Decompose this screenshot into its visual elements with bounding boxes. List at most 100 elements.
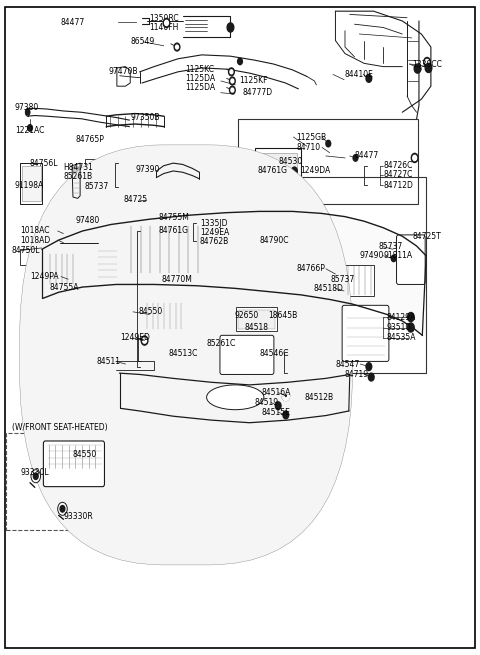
Circle shape (26, 109, 30, 115)
FancyBboxPatch shape (141, 300, 184, 333)
Circle shape (60, 506, 65, 512)
Text: 1249ED: 1249ED (120, 333, 150, 343)
Bar (259, 153, 297, 179)
Text: 97350B: 97350B (130, 113, 160, 122)
Text: 91198A: 91198A (15, 181, 44, 190)
Circle shape (408, 312, 414, 322)
FancyBboxPatch shape (65, 265, 103, 299)
Circle shape (163, 18, 170, 28)
Circle shape (176, 45, 179, 49)
Circle shape (411, 153, 418, 162)
Text: 93330R: 93330R (63, 512, 93, 521)
Text: 84530: 84530 (278, 157, 302, 166)
Bar (73, 167, 79, 196)
Bar (159, 178, 426, 373)
Text: 84755M: 84755M (159, 214, 190, 223)
Text: 97490: 97490 (360, 252, 384, 260)
Text: 84766P: 84766P (296, 265, 325, 273)
Text: 84770M: 84770M (161, 274, 192, 284)
Text: 1249DA: 1249DA (300, 166, 330, 176)
FancyBboxPatch shape (342, 305, 389, 362)
Circle shape (366, 363, 372, 371)
Circle shape (326, 140, 331, 147)
Circle shape (61, 240, 65, 246)
Text: 1350RC: 1350RC (149, 14, 179, 23)
Bar (236, 307, 277, 331)
Circle shape (368, 373, 374, 381)
Circle shape (60, 238, 67, 248)
FancyBboxPatch shape (43, 441, 105, 487)
Text: 84761G: 84761G (257, 166, 287, 176)
Text: 84550: 84550 (139, 307, 163, 316)
Text: 84129A: 84129A (386, 312, 415, 322)
Text: 84727C: 84727C (383, 170, 412, 179)
Text: 1018AD: 1018AD (21, 236, 51, 244)
Text: 84790C: 84790C (259, 236, 288, 244)
Text: 92650: 92650 (234, 311, 259, 320)
Text: 1125DA: 1125DA (185, 74, 215, 83)
Text: 85737: 85737 (85, 182, 109, 191)
Circle shape (34, 473, 38, 479)
Circle shape (228, 68, 234, 76)
Circle shape (414, 64, 421, 73)
Ellipse shape (206, 385, 264, 409)
Circle shape (60, 229, 67, 238)
Circle shape (391, 255, 396, 261)
Circle shape (333, 271, 338, 277)
Text: 97470B: 97470B (109, 67, 138, 76)
Text: 1018AC: 1018AC (21, 227, 50, 235)
Text: 1335JD: 1335JD (200, 219, 228, 228)
Bar (23, 166, 40, 201)
Text: 84515E: 84515E (262, 408, 290, 417)
Bar (255, 148, 300, 184)
Text: 18645B: 18645B (269, 311, 298, 320)
Text: 84477: 84477 (355, 151, 379, 160)
Circle shape (353, 155, 358, 161)
Text: 84535A: 84535A (386, 333, 416, 343)
Circle shape (143, 196, 148, 204)
Text: 1125KF: 1125KF (239, 77, 267, 85)
Circle shape (143, 338, 146, 343)
Text: 84761G: 84761G (159, 227, 189, 235)
Bar (85, 159, 103, 191)
Circle shape (342, 288, 347, 294)
Text: 84477: 84477 (60, 18, 85, 27)
Bar (47, 252, 78, 285)
Circle shape (229, 86, 235, 94)
Text: 1125DA: 1125DA (185, 83, 215, 92)
Text: 1140FH: 1140FH (149, 23, 179, 32)
FancyBboxPatch shape (20, 145, 353, 565)
Circle shape (144, 198, 147, 202)
Circle shape (291, 167, 297, 175)
Bar (248, 246, 277, 272)
Text: 93330L: 93330L (21, 468, 49, 477)
Circle shape (424, 58, 431, 67)
Text: 84756L: 84756L (29, 159, 58, 168)
Circle shape (425, 64, 432, 73)
Text: 85261B: 85261B (63, 172, 93, 181)
Text: 97480: 97480 (75, 216, 100, 225)
Text: 84511: 84511 (97, 357, 121, 366)
Bar (21, 250, 41, 265)
Text: 1339CC: 1339CC (412, 60, 442, 69)
Circle shape (408, 323, 414, 332)
Text: 84547: 84547 (336, 360, 360, 369)
Circle shape (227, 23, 234, 32)
Text: 1125GB: 1125GB (296, 132, 326, 141)
Text: 84546C: 84546C (259, 349, 288, 358)
Circle shape (231, 88, 234, 92)
Text: 84712D: 84712D (383, 181, 413, 190)
Circle shape (61, 231, 65, 236)
Circle shape (283, 411, 288, 419)
Circle shape (174, 43, 180, 51)
FancyBboxPatch shape (220, 335, 274, 375)
Circle shape (413, 155, 417, 160)
Circle shape (238, 58, 242, 65)
Circle shape (276, 402, 281, 409)
Text: 84410E: 84410E (345, 70, 374, 79)
Circle shape (366, 75, 372, 83)
FancyBboxPatch shape (93, 242, 122, 284)
Text: 85737: 85737 (378, 242, 403, 251)
Text: 84755A: 84755A (49, 282, 79, 291)
Text: 1125KC: 1125KC (185, 65, 214, 74)
